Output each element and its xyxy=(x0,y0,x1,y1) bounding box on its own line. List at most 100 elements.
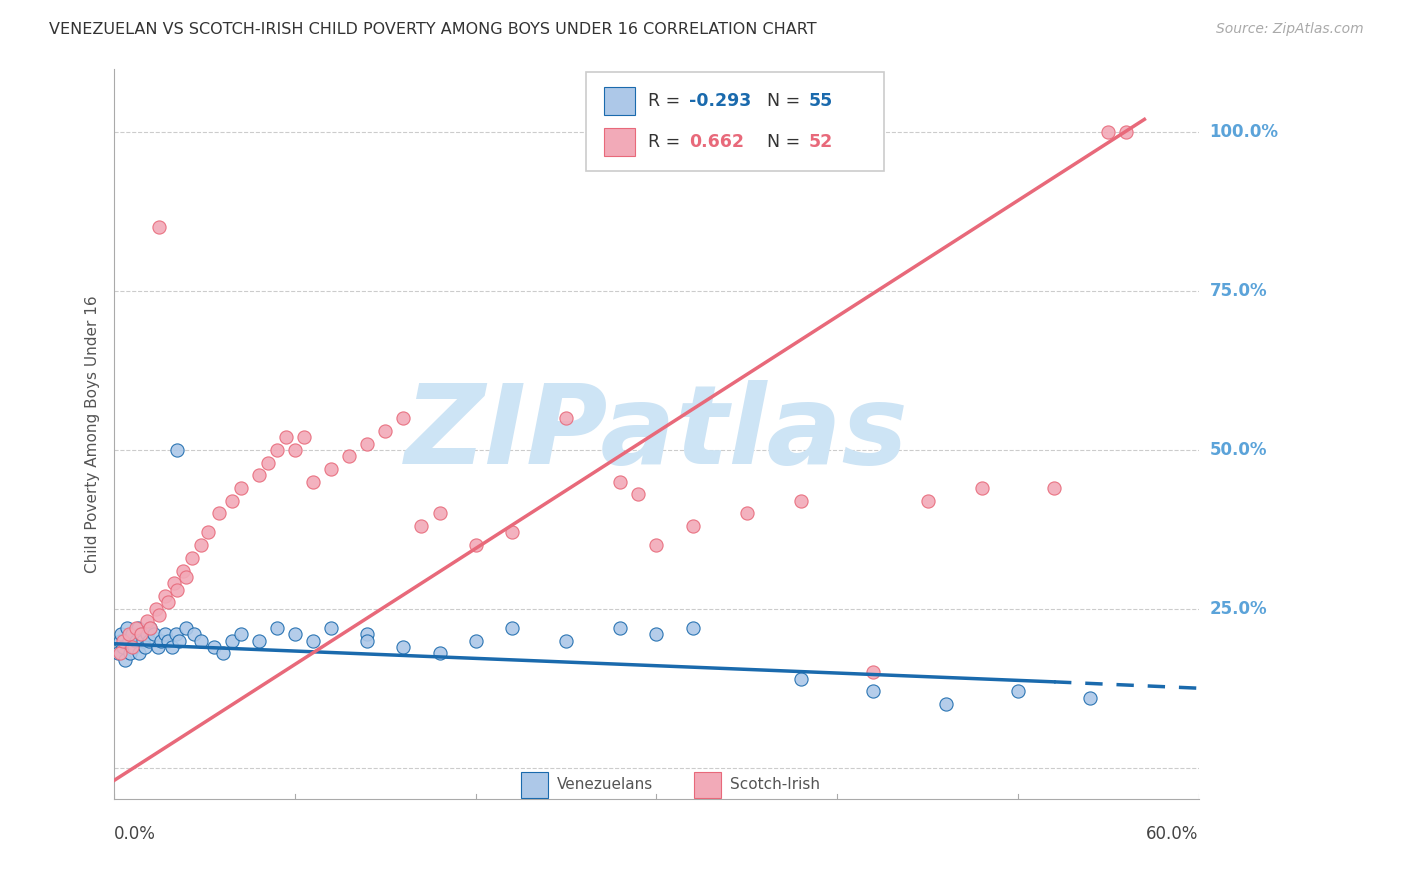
Point xyxy=(165,627,187,641)
Text: -0.293: -0.293 xyxy=(689,92,751,110)
FancyBboxPatch shape xyxy=(586,72,884,171)
Point xyxy=(917,493,939,508)
Point xyxy=(302,633,325,648)
Point xyxy=(464,633,486,648)
Point xyxy=(138,633,160,648)
Point xyxy=(429,646,451,660)
Text: N =: N = xyxy=(756,92,806,110)
Text: N =: N = xyxy=(756,133,806,152)
Point xyxy=(176,621,198,635)
Point xyxy=(935,697,957,711)
Point xyxy=(134,640,156,654)
Point xyxy=(135,627,157,641)
Point xyxy=(110,627,132,641)
Point xyxy=(337,449,360,463)
Point xyxy=(176,570,198,584)
Point xyxy=(107,646,129,660)
Point xyxy=(229,627,252,641)
Point xyxy=(501,621,523,635)
Point xyxy=(555,633,578,648)
Point xyxy=(392,411,415,425)
Text: 25.0%: 25.0% xyxy=(1209,599,1267,618)
Point xyxy=(122,640,145,654)
Point xyxy=(160,640,183,654)
Point xyxy=(862,665,884,680)
Point xyxy=(135,615,157,629)
Text: 60.0%: 60.0% xyxy=(1146,825,1199,843)
Point xyxy=(501,525,523,540)
Point xyxy=(112,640,135,654)
Point xyxy=(392,640,415,654)
Point xyxy=(970,481,993,495)
Point xyxy=(266,621,288,635)
Point xyxy=(190,538,212,552)
Point xyxy=(153,627,176,641)
Point xyxy=(247,468,270,483)
Point xyxy=(302,475,325,489)
Point xyxy=(125,621,148,635)
Point xyxy=(274,430,297,444)
Point xyxy=(202,640,225,654)
Point xyxy=(284,442,307,457)
Text: 100.0%: 100.0% xyxy=(1209,123,1278,141)
Point xyxy=(682,621,704,635)
Text: 55: 55 xyxy=(808,92,832,110)
Point xyxy=(284,627,307,641)
Text: 75.0%: 75.0% xyxy=(1209,282,1267,300)
Point xyxy=(229,481,252,495)
Point xyxy=(167,633,190,648)
Point xyxy=(190,633,212,648)
Point xyxy=(790,672,813,686)
Point xyxy=(319,621,342,635)
Point xyxy=(609,475,631,489)
Point xyxy=(292,430,315,444)
Text: 0.0%: 0.0% xyxy=(114,825,156,843)
Point xyxy=(129,627,152,641)
Point xyxy=(139,621,162,635)
Point xyxy=(645,627,668,641)
Text: 0.662: 0.662 xyxy=(689,133,744,152)
Bar xyxy=(520,772,548,797)
Point xyxy=(790,493,813,508)
Point xyxy=(609,621,631,635)
Text: VENEZUELAN VS SCOTCH-IRISH CHILD POVERTY AMONG BOYS UNDER 16 CORRELATION CHART: VENEZUELAN VS SCOTCH-IRISH CHILD POVERTY… xyxy=(49,22,817,37)
Point xyxy=(411,519,433,533)
Point xyxy=(132,633,155,648)
Text: R =: R = xyxy=(648,133,690,152)
Point xyxy=(172,564,194,578)
Y-axis label: Child Poverty Among Boys Under 16: Child Poverty Among Boys Under 16 xyxy=(86,295,100,573)
Bar xyxy=(695,772,721,797)
Point xyxy=(374,424,396,438)
Point xyxy=(429,507,451,521)
Point xyxy=(117,633,139,648)
Point xyxy=(356,633,378,648)
Bar xyxy=(605,128,634,156)
Point xyxy=(121,627,143,641)
Point xyxy=(627,487,650,501)
Point xyxy=(166,442,188,457)
Point xyxy=(208,507,231,521)
Point xyxy=(166,582,188,597)
Text: Venezuelans: Venezuelans xyxy=(557,777,652,792)
Point xyxy=(150,633,173,648)
Point xyxy=(1007,684,1029,698)
Point xyxy=(117,627,139,641)
Point xyxy=(221,633,243,648)
Point xyxy=(112,633,135,648)
Point xyxy=(180,550,202,565)
Point xyxy=(247,633,270,648)
Text: Source: ZipAtlas.com: Source: ZipAtlas.com xyxy=(1216,22,1364,37)
Point xyxy=(108,633,131,648)
Point xyxy=(266,442,288,457)
Point xyxy=(1043,481,1066,495)
Point xyxy=(221,493,243,508)
Point xyxy=(555,411,578,425)
Point xyxy=(146,640,169,654)
Text: R =: R = xyxy=(648,92,686,110)
Point xyxy=(682,519,704,533)
Point xyxy=(148,608,170,623)
Point xyxy=(319,462,342,476)
Point xyxy=(183,627,205,641)
Point xyxy=(1097,125,1119,139)
Point xyxy=(121,640,143,654)
